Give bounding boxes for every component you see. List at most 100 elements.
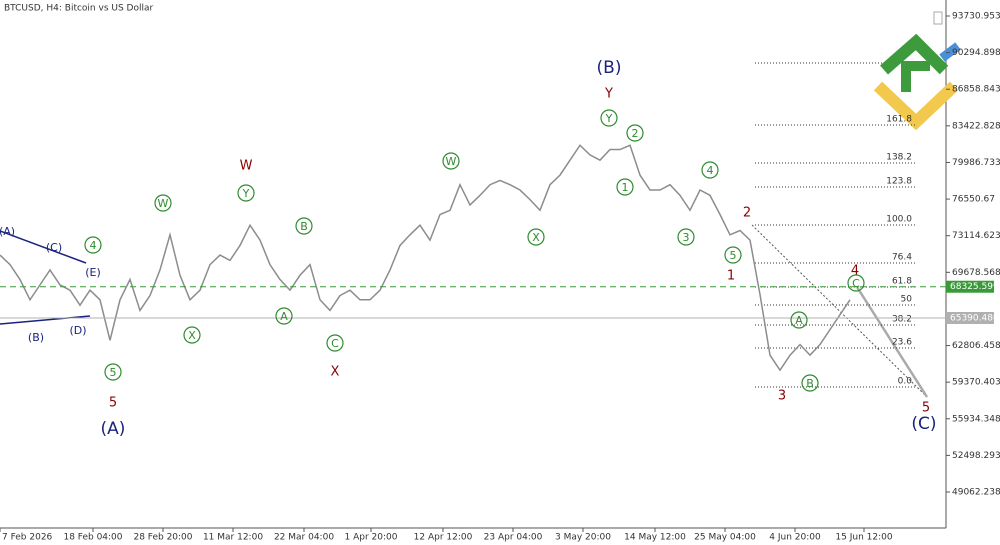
- wave-label: (A): [0, 225, 15, 238]
- x-tick-label: 18 Feb 04:00: [63, 533, 122, 543]
- wave-label: (B): [597, 58, 622, 78]
- projection-line: [855, 286, 929, 398]
- y-tick-label: 55934.348: [952, 414, 1000, 424]
- wave-circle: [183, 326, 201, 344]
- fib-label: 123.8: [886, 176, 912, 186]
- y-tick-label: 79986.733: [952, 158, 1000, 168]
- price-line: [0, 144, 851, 372]
- y-tick-label: 59370.403: [952, 378, 1000, 388]
- wave-circle: [600, 109, 618, 127]
- wave-label: W: [158, 197, 169, 210]
- y-tick-label: 86858.843: [952, 85, 1000, 95]
- fib-label: 100.0: [886, 214, 912, 224]
- wave-label: 2: [632, 127, 639, 140]
- y-tick-label: 76550.67: [952, 195, 995, 205]
- wave-label: Y: [604, 86, 613, 101]
- wave-label: Y: [605, 112, 613, 125]
- fib-label: 23.6: [892, 337, 912, 347]
- y-tick-label: 62806.458: [952, 341, 1000, 351]
- fib-label: 0.0: [898, 376, 913, 386]
- fib-label: 76.4: [892, 252, 912, 262]
- x-tick-label: 22 Mar 04:00: [274, 533, 334, 543]
- chart-title: BTCUSD, H4: Bitcoin vs US Dollar: [4, 4, 153, 14]
- y-tick-label: 73114.623: [952, 231, 1000, 241]
- x-tick-label: 1 Apr 20:00: [345, 533, 398, 543]
- wave-label: 4: [707, 164, 714, 177]
- y-tick-label: 69678.568: [952, 268, 1000, 278]
- logo: [873, 33, 961, 131]
- wave-label: 4: [851, 263, 859, 278]
- wave-label: A: [280, 310, 288, 323]
- triangle-line: [0, 315, 91, 325]
- wave-label: Y: [242, 187, 250, 200]
- wave-circle: [326, 334, 344, 352]
- wave-label: 1: [727, 268, 735, 283]
- y-tick-label: 52498.293: [952, 451, 1000, 461]
- y-tick-label: 49062.238: [952, 488, 1000, 498]
- wave-circle: [442, 152, 460, 170]
- x-tick-label: 11 Mar 12:00: [203, 533, 263, 543]
- wave-circle: [616, 178, 634, 196]
- wave-circle: [701, 161, 719, 179]
- wave-circle: [677, 228, 695, 246]
- wave-label: W: [240, 158, 253, 173]
- wave-label: (C): [46, 241, 62, 254]
- fib-label: 138.2: [886, 152, 912, 162]
- y-tick-label: 90294.898: [952, 48, 1000, 58]
- x-tick-label: 4 Jun 20:00: [769, 533, 821, 543]
- wave-circle: [790, 311, 808, 329]
- channel-line: [751, 224, 926, 396]
- x-tick-label: 23 Apr 04:00: [484, 533, 543, 543]
- x-tick-label: 7 Feb 2026: [2, 533, 53, 543]
- fib-label: 50: [901, 294, 913, 304]
- x-tick-label: 14 May 12:00: [624, 533, 686, 543]
- wave-label: 3: [778, 388, 786, 403]
- x-tick-label: 25 May 04:00: [694, 533, 756, 543]
- fib-label: 38.2: [892, 314, 912, 324]
- wave-label: (B): [28, 331, 44, 344]
- wave-circle: [154, 194, 172, 212]
- scale-button[interactable]: [933, 11, 943, 25]
- triangle-line: [0, 230, 87, 264]
- price-box: [946, 312, 994, 325]
- fib-label: 161.8: [886, 114, 912, 124]
- price-box: [946, 280, 994, 293]
- wave-circle: [295, 217, 313, 235]
- wave-circle: [84, 236, 102, 254]
- wave-label: 5: [110, 366, 117, 379]
- wave-label: X: [331, 364, 340, 379]
- wave-circle: [104, 363, 122, 381]
- wave-label: 2: [743, 205, 751, 220]
- wave-label: 5: [922, 400, 930, 415]
- wave-label: (E): [85, 266, 101, 279]
- wave-label: (A): [101, 419, 126, 439]
- wave-circle: [847, 274, 865, 292]
- wave-circle: [724, 246, 742, 264]
- wave-label: W: [446, 155, 457, 168]
- wave-label: (D): [69, 324, 86, 337]
- wave-label: B: [300, 220, 308, 233]
- wave-label: 5: [730, 249, 737, 262]
- wave-label: 1: [622, 181, 629, 194]
- price-label: 68325.599: [950, 282, 999, 292]
- wave-label: B: [806, 377, 814, 390]
- wave-label: C: [331, 337, 339, 350]
- wave-circle: [275, 307, 293, 325]
- wave-label: A: [795, 314, 803, 327]
- wave-label: 4: [90, 239, 97, 252]
- wave-label: X: [188, 329, 196, 342]
- wave-label: X: [532, 231, 540, 244]
- y-tick-label: 83422.828: [952, 121, 1000, 131]
- y-tick-label: 93730.953: [952, 11, 1000, 21]
- wave-circle: [237, 184, 255, 202]
- fib-label: 61.8: [892, 276, 912, 286]
- wave-label: C: [852, 277, 860, 290]
- wave-label: 3: [683, 231, 690, 244]
- wave-circle: [527, 228, 545, 246]
- x-tick-label: 12 Apr 12:00: [414, 533, 473, 543]
- x-tick-label: 28 Feb 20:00: [133, 533, 192, 543]
- wave-label: (C): [911, 414, 936, 434]
- x-tick-label: 3 May 20:00: [555, 533, 611, 543]
